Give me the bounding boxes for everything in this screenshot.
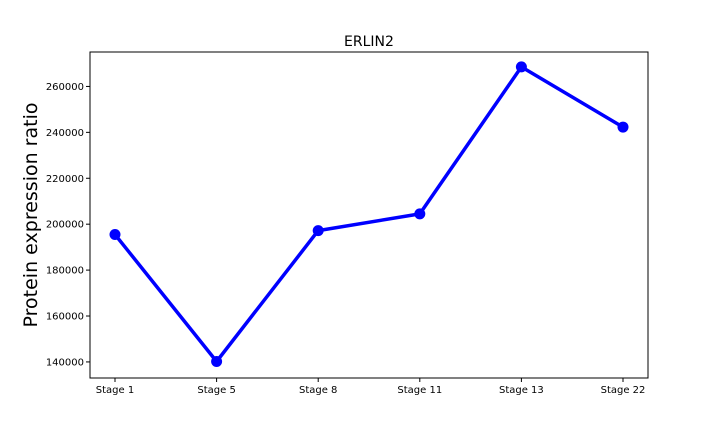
plot-area: 140000 160000 180000 200000 220000 240000 2600… [46, 61, 646, 396]
x-tick-label: Stage 5 [197, 385, 235, 396]
y-tick-label: 260000 [46, 82, 84, 93]
chart-title: ERLIN2 [344, 34, 394, 50]
y-tick-label: 240000 [46, 128, 84, 139]
y-tick-label: 180000 [46, 266, 84, 277]
data-point [312, 225, 324, 237]
data-point [211, 355, 223, 367]
x-tick-label: Stage 22 [601, 385, 646, 396]
data-point [617, 121, 629, 133]
y-tick-label: 160000 [46, 312, 84, 323]
data-point [414, 208, 426, 220]
x-tick-label: Stage 13 [499, 385, 544, 396]
x-tick-label: Stage 11 [397, 385, 442, 396]
y-tick-label: 200000 [46, 220, 84, 231]
x-tick-label: Stage 1 [96, 385, 134, 396]
x-tick-label: Stage 8 [299, 385, 337, 396]
data-point [109, 229, 121, 241]
y-axis-label: Protein expression ratio [20, 103, 42, 328]
data-point [515, 61, 527, 73]
series-line [113, 65, 624, 364]
plot-frame [89, 51, 649, 379]
y-tick-label: 220000 [46, 174, 84, 185]
y-tick-label: 140000 [46, 357, 84, 368]
